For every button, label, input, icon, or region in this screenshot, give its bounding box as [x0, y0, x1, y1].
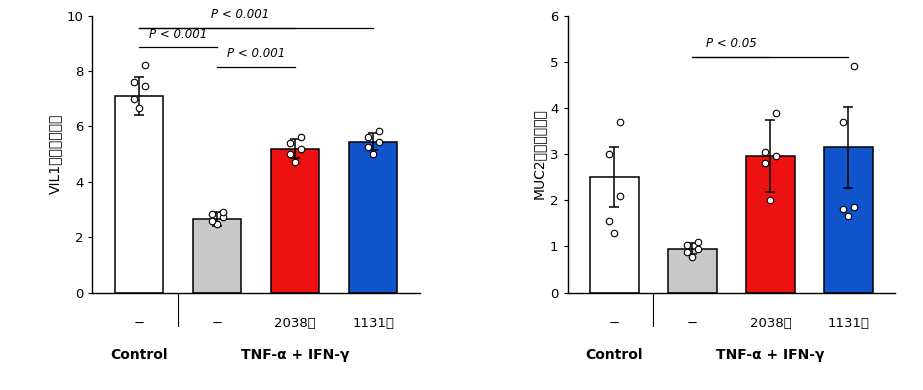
Point: [613, 119, 628, 125]
Point: [294, 145, 308, 152]
Point: [282, 151, 297, 157]
Point: [126, 96, 141, 102]
Point: [602, 151, 617, 157]
Point: [846, 63, 861, 69]
Bar: [115, 96, 163, 292]
Point: [294, 134, 308, 140]
Point: [215, 209, 230, 215]
Point: [371, 138, 386, 145]
Bar: [271, 149, 319, 292]
Text: −: −: [211, 317, 222, 330]
Point: [758, 149, 773, 155]
Point: [288, 159, 303, 165]
Point: [602, 218, 617, 224]
Text: −: −: [609, 317, 620, 330]
Point: [613, 193, 628, 199]
Text: Control: Control: [111, 348, 168, 362]
Point: [607, 229, 622, 236]
Point: [138, 62, 152, 69]
Text: 2038株: 2038株: [274, 317, 316, 330]
Text: 1131株: 1131株: [828, 317, 869, 330]
Text: −: −: [134, 317, 145, 330]
Text: 2038株: 2038株: [749, 317, 791, 330]
Bar: [824, 147, 872, 292]
Bar: [590, 177, 639, 292]
Text: P < 0.001: P < 0.001: [227, 47, 285, 60]
Point: [769, 153, 784, 160]
Point: [685, 254, 700, 260]
Point: [132, 105, 147, 112]
Point: [210, 221, 224, 227]
Point: [679, 249, 694, 255]
Point: [769, 110, 784, 116]
Y-axis label: VIL1遺伝子発現量: VIL1遺伝子発現量: [48, 114, 62, 194]
Bar: [747, 156, 795, 292]
Point: [138, 83, 152, 89]
Bar: [193, 219, 241, 292]
Point: [204, 217, 219, 223]
Point: [841, 213, 856, 220]
Point: [835, 119, 850, 125]
Point: [366, 151, 380, 157]
Point: [690, 246, 705, 252]
Point: [204, 211, 219, 218]
Point: [126, 79, 141, 85]
Point: [758, 160, 773, 167]
Text: P < 0.001: P < 0.001: [211, 8, 270, 21]
Y-axis label: MUC2遺伝子発現量: MUC2遺伝子発現量: [532, 108, 545, 200]
Text: P < 0.001: P < 0.001: [149, 28, 208, 41]
Bar: [668, 249, 716, 292]
Point: [360, 134, 375, 140]
Point: [835, 206, 850, 213]
Point: [690, 239, 705, 245]
Point: [679, 242, 694, 248]
Point: [282, 140, 297, 146]
Point: [371, 128, 386, 134]
Point: [763, 197, 778, 203]
Point: [846, 204, 861, 210]
Text: −: −: [687, 317, 698, 330]
Bar: [349, 142, 398, 292]
Text: Control: Control: [585, 348, 643, 362]
Point: [360, 144, 375, 150]
Text: 1131株: 1131株: [353, 317, 394, 330]
Text: TNF-α + IFN-γ: TNF-α + IFN-γ: [716, 348, 824, 362]
Point: [215, 214, 230, 220]
Text: TNF-α + IFN-γ: TNF-α + IFN-γ: [241, 348, 350, 362]
Text: P < 0.05: P < 0.05: [706, 37, 757, 50]
